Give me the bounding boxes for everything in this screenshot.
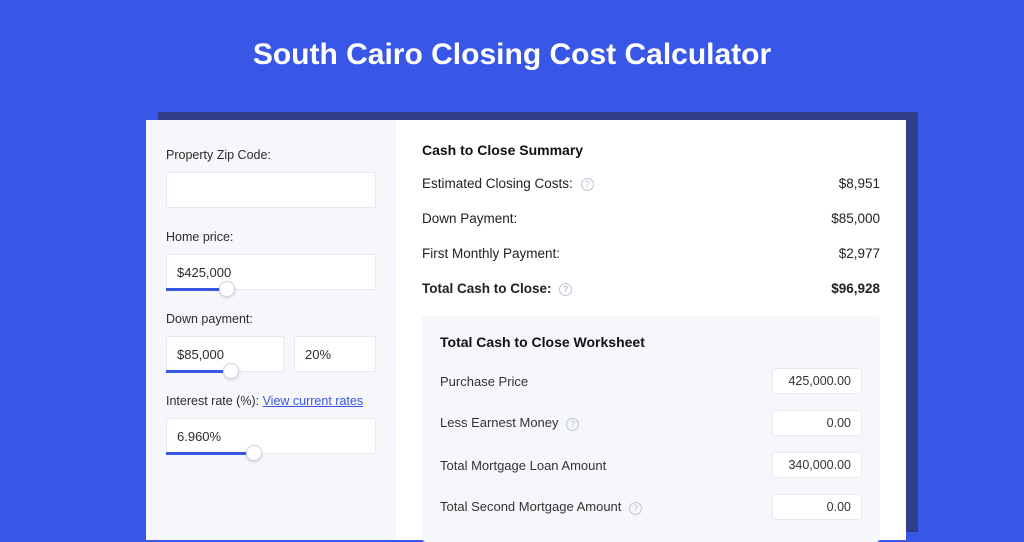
summary-value: $85,000 (831, 211, 880, 226)
calculator-card: Property Zip Code: Home price: Down paym… (146, 120, 906, 540)
summary-row-first-payment: First Monthly Payment: $2,977 (422, 246, 880, 261)
slider-thumb[interactable] (219, 281, 235, 297)
slider-track (166, 370, 223, 373)
summary-label: First Monthly Payment: (422, 246, 560, 261)
down-payment-pct-input[interactable] (294, 336, 376, 372)
worksheet-panel: Total Cash to Close Worksheet Purchase P… (422, 316, 880, 542)
summary-value: $8,951 (839, 176, 880, 191)
worksheet-label: Purchase Price (440, 374, 528, 389)
summary-header: Cash to Close Summary (422, 142, 880, 158)
worksheet-label: Total Mortgage Loan Amount (440, 458, 606, 473)
zip-field: Property Zip Code: (166, 148, 376, 208)
slider-track (166, 452, 246, 455)
down-payment-field: Down payment: (166, 312, 376, 372)
worksheet-value[interactable]: 0.00 (772, 494, 862, 520)
worksheet-row-mortgage-amount: Total Mortgage Loan Amount 340,000.00 (440, 452, 862, 478)
worksheet-value[interactable]: 425,000.00 (772, 368, 862, 394)
interest-rate-label-text: Interest rate (%): (166, 394, 263, 408)
home-price-label: Home price: (166, 230, 376, 244)
summary-label: Total Cash to Close: ? (422, 281, 572, 296)
help-icon[interactable]: ? (566, 418, 579, 431)
worksheet-row-earnest-money: Less Earnest Money ? 0.00 (440, 410, 862, 436)
help-icon[interactable]: ? (629, 502, 642, 515)
help-icon[interactable]: ? (581, 178, 594, 191)
slider-track (166, 288, 219, 291)
worksheet-label: Total Second Mortgage Amount ? (440, 499, 642, 514)
interest-rate-label: Interest rate (%): View current rates (166, 394, 376, 408)
worksheet-label: Less Earnest Money ? (440, 415, 579, 430)
summary-label: Estimated Closing Costs: ? (422, 176, 594, 191)
help-icon[interactable]: ? (559, 283, 572, 296)
inputs-panel: Property Zip Code: Home price: Down paym… (146, 120, 396, 540)
worksheet-row-purchase-price: Purchase Price 425,000.00 (440, 368, 862, 394)
page-title: South Cairo Closing Cost Calculator (0, 0, 1024, 100)
summary-label: Down Payment: (422, 211, 517, 226)
home-price-field: Home price: (166, 230, 376, 290)
worksheet-value[interactable]: 0.00 (772, 410, 862, 436)
interest-rate-field: Interest rate (%): View current rates (166, 394, 376, 454)
down-payment-label: Down payment: (166, 312, 376, 326)
home-price-input[interactable] (166, 254, 376, 290)
interest-rate-input[interactable] (166, 418, 376, 454)
worksheet-value[interactable]: 340,000.00 (772, 452, 862, 478)
worksheet-row-second-mortgage: Total Second Mortgage Amount ? 0.00 (440, 494, 862, 520)
view-rates-link[interactable]: View current rates (263, 394, 364, 408)
zip-input[interactable] (166, 172, 376, 208)
results-panel: Cash to Close Summary Estimated Closing … (396, 120, 906, 540)
summary-row-total: Total Cash to Close: ? $96,928 (422, 281, 880, 296)
summary-row-closing-costs: Estimated Closing Costs: ? $8,951 (422, 176, 880, 191)
worksheet-title: Total Cash to Close Worksheet (440, 334, 862, 350)
slider-thumb[interactable] (246, 445, 262, 461)
summary-value: $2,977 (839, 246, 880, 261)
slider-thumb[interactable] (223, 363, 239, 379)
summary-row-down-payment: Down Payment: $85,000 (422, 211, 880, 226)
zip-label: Property Zip Code: (166, 148, 376, 162)
summary-value: $96,928 (831, 281, 880, 296)
